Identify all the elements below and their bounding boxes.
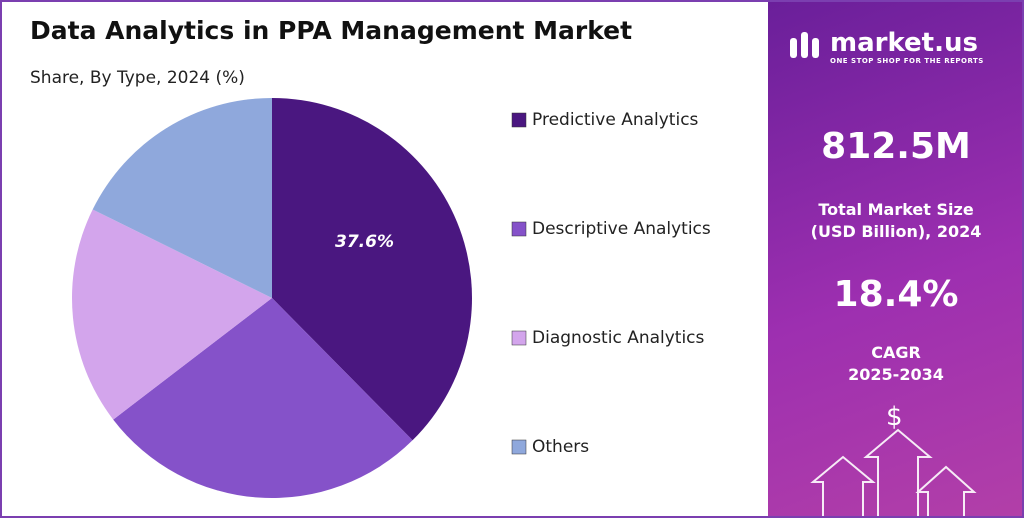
side-panel: market.us ONE STOP SHOP FOR THE REPORTS … <box>768 2 1022 516</box>
legend-label: Descriptive Analytics <box>532 219 711 239</box>
legend-swatch <box>511 112 527 128</box>
cagr-label: CAGR <box>871 343 921 362</box>
legend-swatch <box>511 439 527 455</box>
value-label: 37.6% <box>335 232 394 252</box>
legend-label: Others <box>532 437 589 457</box>
chart: Data Analytics in PPA Management Market … <box>30 16 711 499</box>
market-size-label: (USD Billion), 2024 <box>810 222 982 241</box>
legend-label: Diagnostic Analytics <box>532 328 705 348</box>
decor <box>790 32 977 516</box>
legend-label: Predictive Analytics <box>532 110 699 130</box>
pie-slice <box>113 298 413 499</box>
market-size-label: Total Market Size <box>818 200 974 219</box>
cagr-label: 2025-2034 <box>848 365 944 384</box>
pie-slice <box>71 209 273 420</box>
icon: $ <box>886 402 903 432</box>
cagr: 18.4% <box>833 274 959 315</box>
pie-slice <box>272 98 473 441</box>
chart-subtitle: Share, By Type, 2024 (%) <box>30 68 245 88</box>
legend-swatch <box>511 330 527 346</box>
pie-slice <box>92 98 273 298</box>
market-size: 812.5M <box>821 126 971 167</box>
tagline: ONE STOP SHOP FOR THE REPORTS <box>830 57 984 65</box>
logo: market.us <box>830 28 978 58</box>
legend-swatch <box>511 221 527 237</box>
chart-title: Data Analytics in PPA Management Market <box>30 16 632 45</box>
